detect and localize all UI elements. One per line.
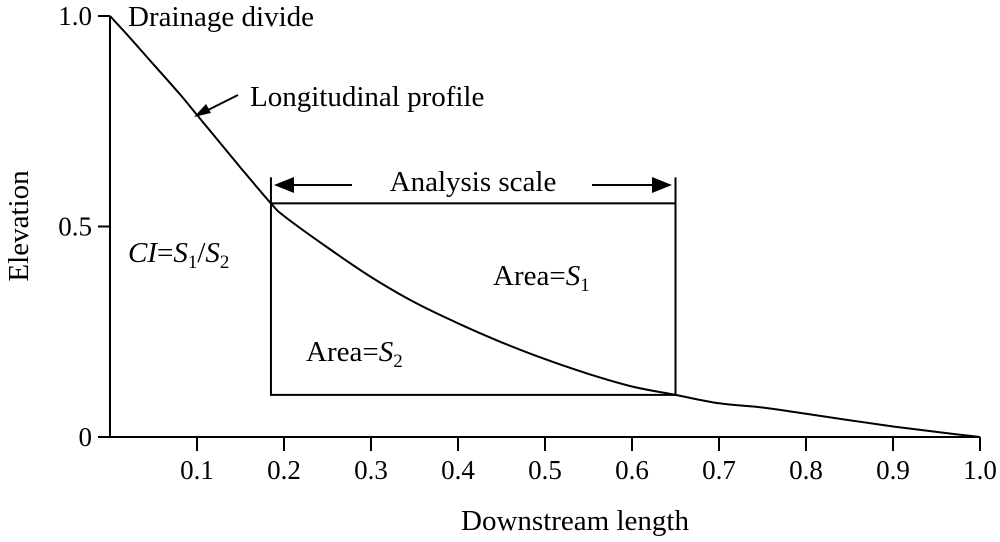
- analysis-scale-box: [269, 177, 677, 396]
- x-tick-label: 0.8: [789, 455, 823, 485]
- x-tick-label: 0.7: [702, 455, 736, 485]
- area-s2-label: Area=S2: [306, 336, 403, 372]
- x-tick-label: 0.2: [267, 455, 301, 485]
- longitudinal-profile-arrow: [194, 94, 239, 117]
- x-tick-label: 0.5: [528, 455, 562, 485]
- analysis-scale-arrow-left: [274, 177, 352, 193]
- x-axis-ticks: 0.1 0.2 0.3 0.4 0.5 0.6 0.7 0.8 0.9 1.0: [180, 437, 997, 485]
- y-tick-label: 1.0: [58, 1, 92, 31]
- drainage-divide-label: Drainage divide: [128, 1, 314, 33]
- y-axis-title: Elevation: [3, 170, 35, 282]
- x-tick-label: 0.4: [441, 455, 475, 485]
- x-axis-title: Downstream length: [461, 505, 689, 537]
- y-tick-label: 0.5: [58, 212, 92, 242]
- x-tick-label: 0.1: [180, 455, 214, 485]
- ci-formula-label: CI=S1/S2: [128, 237, 229, 273]
- x-tick-label: 0.9: [876, 455, 910, 485]
- x-tick-label: 1.0: [963, 455, 997, 485]
- longitudinal-profile-curve: [109, 15, 981, 438]
- analysis-scale-label: Analysis scale: [390, 166, 557, 198]
- analysis-scale-arrow-right: [592, 177, 672, 193]
- x-tick-label: 0.6: [615, 455, 649, 485]
- longitudinal-profile-label: Longitudinal profile: [250, 81, 484, 113]
- y-tick-label: 0: [79, 422, 93, 452]
- x-tick-label: 0.3: [354, 455, 388, 485]
- y-axis-ticks: 0 0.5 1.0: [58, 1, 110, 452]
- area-s1-label: Area=S1: [493, 260, 590, 296]
- analysis-box-rect: [269, 202, 677, 396]
